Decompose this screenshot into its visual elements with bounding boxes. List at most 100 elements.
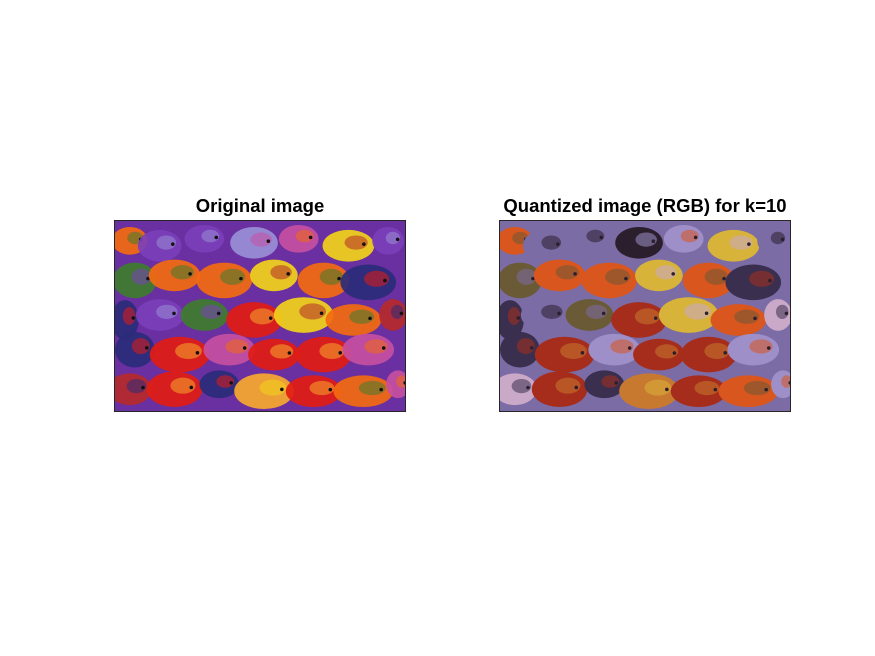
original-image (114, 220, 406, 412)
fish-highlight (511, 378, 532, 394)
fish-highlight (220, 268, 246, 285)
fish-highlight (299, 303, 327, 320)
fish-highlight (170, 265, 194, 280)
fish-highlight (749, 270, 775, 287)
fish-eye (171, 242, 175, 246)
fish-eye (368, 316, 372, 321)
fish-highlight (175, 343, 202, 360)
fish-highlight (605, 268, 631, 285)
fish-eye (672, 351, 677, 355)
fish-eye (601, 311, 606, 316)
fish-highlight (358, 380, 386, 396)
fish-highlight (122, 307, 136, 325)
fish-eye (383, 278, 387, 283)
fish-eye (624, 276, 628, 281)
fish-eye (395, 237, 400, 242)
panel-quantized: Quantized image (RGB) for k=10 (470, 195, 820, 415)
fish-highlight (729, 235, 753, 250)
fish-eye (229, 381, 233, 385)
fish-eye (722, 276, 726, 281)
fish-eye (665, 387, 669, 392)
fish-highlight (734, 309, 760, 324)
fish-eye (671, 272, 675, 276)
fish-eye (379, 387, 383, 392)
fish-highlight (385, 231, 401, 245)
panel-title-original: Original image (195, 195, 325, 216)
fish-highlight (704, 268, 728, 285)
fish-highlight (775, 304, 789, 319)
fish-highlight (156, 235, 177, 250)
fish-eye (788, 381, 790, 385)
fish-eye (131, 316, 136, 320)
quantized-fish-image (500, 221, 790, 411)
fish-highlight (634, 308, 660, 325)
fish-eye (713, 387, 718, 392)
fish-eye (764, 387, 768, 392)
fish-highlight (270, 344, 294, 359)
fish-highlight (770, 231, 786, 245)
fish-highlight (201, 229, 220, 243)
fish-eye (651, 239, 656, 243)
fish-highlight (585, 304, 608, 319)
fish-eye (189, 385, 194, 390)
fish-highlight (644, 379, 672, 396)
fish-highlight (216, 375, 235, 388)
fish-highlight (516, 338, 535, 355)
fish-eye (216, 311, 221, 316)
fish-eye (753, 316, 757, 321)
fish-highlight (249, 308, 275, 325)
fish-highlight (259, 379, 287, 396)
fish-eye (529, 346, 534, 350)
fish-eye (319, 311, 324, 316)
fish-eye (146, 276, 150, 281)
fish-eye (784, 311, 789, 316)
fish-eye (337, 276, 341, 281)
fish-highlight (319, 343, 345, 360)
fish-eye (531, 276, 535, 281)
fish-highlight (781, 375, 790, 388)
fish-eye (399, 311, 404, 316)
fish-highlight (560, 343, 587, 360)
fish-eye (747, 242, 751, 246)
fish-highlight (390, 304, 404, 319)
fish-eye (266, 239, 271, 243)
fish-highlight (555, 377, 581, 394)
fish-eye (141, 385, 145, 390)
fish-highlight (309, 380, 335, 396)
fish-highlight (126, 378, 147, 394)
fish-highlight (131, 268, 152, 285)
fish-eye (580, 351, 585, 355)
fish-highlight (743, 380, 771, 396)
fish-eye (286, 272, 290, 276)
fish-highlight (250, 232, 272, 247)
fish-eye (768, 278, 772, 283)
fish-eye (144, 346, 149, 350)
fish-highlight (655, 265, 677, 280)
fish-eye (338, 351, 343, 355)
fish-highlight (200, 304, 223, 319)
fish-highlight (704, 343, 730, 360)
fish-highlight (555, 265, 579, 280)
fish-eye (516, 316, 521, 320)
fish-highlight (364, 339, 388, 354)
original-fish-image (115, 221, 405, 411)
fish-eye (403, 381, 405, 385)
fish-highlight (635, 232, 657, 247)
fish-highlight (541, 304, 563, 319)
fish-highlight (655, 344, 679, 359)
fish-highlight (349, 309, 375, 324)
fish-eye (556, 242, 560, 246)
fish-eye (627, 346, 632, 350)
fish-eye (308, 235, 313, 240)
fish-highlight (694, 380, 720, 396)
fish-highlight (319, 268, 343, 285)
fish-highlight (541, 235, 562, 250)
fish-highlight (225, 339, 249, 354)
fish-eye (239, 276, 243, 281)
fish-highlight (396, 375, 405, 388)
fish-highlight (601, 375, 620, 388)
fish-highlight (156, 304, 178, 319)
fish-eye (214, 235, 219, 240)
fish-eye (287, 351, 292, 355)
fish-eye (362, 242, 366, 246)
